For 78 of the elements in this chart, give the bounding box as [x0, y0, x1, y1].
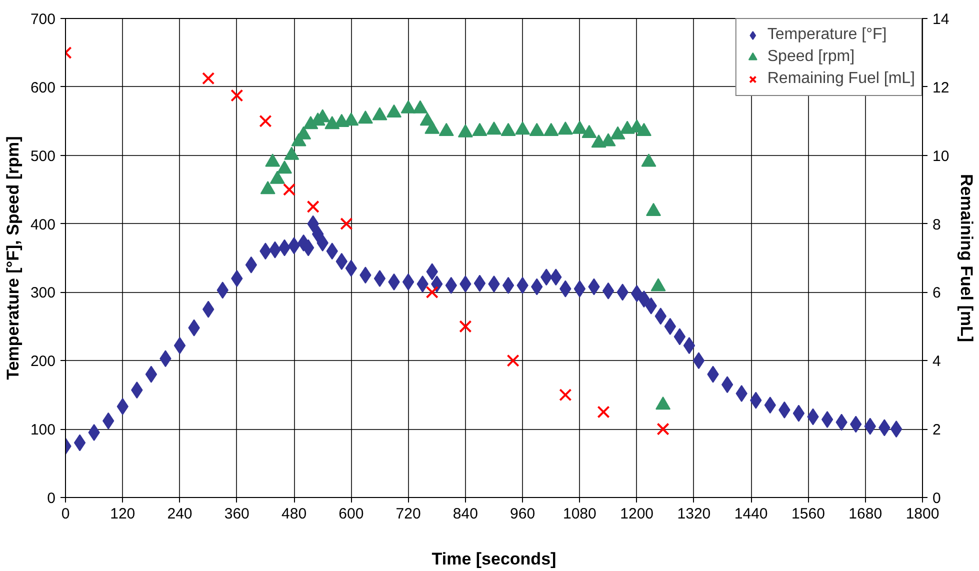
- x-tick-label: 1680: [848, 506, 882, 522]
- y-tick-label: 300: [30, 284, 56, 302]
- point: [506, 354, 520, 367]
- point: [558, 121, 573, 135]
- point: [260, 180, 276, 194]
- point: [515, 121, 530, 135]
- x-tick-label: 0: [61, 506, 70, 522]
- point: [438, 122, 454, 136]
- y2-tick-label: 6: [932, 284, 941, 302]
- x-tick-label: 480: [282, 506, 307, 522]
- point: [572, 120, 588, 134]
- point: [340, 217, 353, 230]
- y-tick-label: 600: [30, 79, 56, 96]
- point: [656, 396, 671, 410]
- point: [265, 154, 280, 167]
- point: [202, 72, 215, 85]
- x-axis-title: Time [seconds]: [432, 550, 556, 568]
- y2-axis-title: Remaining Fuel [mL]: [957, 174, 976, 342]
- y-tick-label: 400: [30, 216, 56, 234]
- point: [636, 122, 652, 136]
- point: [544, 122, 559, 136]
- point: [230, 89, 244, 102]
- point: [650, 278, 666, 292]
- x-tick-label: 360: [224, 506, 250, 522]
- point: [656, 422, 670, 436]
- y2-tick-label: 14: [932, 11, 950, 28]
- x-tick-label: 1080: [563, 506, 596, 522]
- x-tick-label: 240: [167, 506, 192, 522]
- x-tick-label: 120: [110, 506, 136, 522]
- y2-tick-label: 8: [932, 216, 941, 234]
- point: [412, 100, 428, 114]
- point: [277, 160, 292, 174]
- x-tick-label: 840: [452, 506, 478, 522]
- y2-tick-label: 4: [932, 353, 941, 370]
- y-tick-label: 100: [30, 422, 56, 439]
- legend-label: Temperature [°F]: [767, 26, 887, 44]
- point: [358, 110, 373, 124]
- point: [500, 122, 516, 136]
- point: [646, 202, 661, 216]
- x-tick-label: 600: [338, 506, 364, 522]
- y2-tick-label: 2: [932, 422, 941, 439]
- legend-label: Speed [rpm]: [767, 48, 855, 66]
- point: [400, 100, 416, 114]
- point: [458, 124, 473, 138]
- point: [582, 124, 597, 138]
- x-tick-label: 1440: [734, 506, 768, 522]
- point: [459, 320, 472, 333]
- point: [641, 154, 656, 167]
- point: [529, 122, 544, 136]
- y2-tick-label: 10: [932, 148, 950, 165]
- x-tick-label: 1200: [620, 506, 654, 522]
- y-axis-title: Temperature [°F], Speed [rpm]: [3, 136, 22, 380]
- y2-tick-label: 0: [932, 490, 941, 507]
- point: [386, 104, 402, 118]
- point: [424, 120, 440, 134]
- x-tick-label: 1320: [677, 506, 711, 522]
- point: [610, 126, 626, 140]
- y-tick-label: 700: [30, 11, 56, 28]
- point: [306, 200, 320, 213]
- point: [597, 406, 610, 418]
- point: [472, 122, 488, 136]
- point: [259, 114, 272, 128]
- point: [486, 121, 502, 135]
- y-tick-label: 500: [30, 148, 56, 165]
- point: [559, 388, 572, 402]
- point: [426, 286, 438, 299]
- point: [372, 107, 388, 120]
- x-tick-label: 960: [510, 506, 536, 522]
- point: [284, 146, 300, 160]
- y-tick-label: 200: [30, 353, 56, 370]
- y-tick-label: 0: [47, 490, 56, 507]
- y2-tick-label: 12: [932, 79, 950, 96]
- x-tick-label: 1800: [906, 506, 940, 522]
- x-tick-label: 720: [396, 506, 421, 522]
- point: [270, 170, 285, 184]
- legend-label: Remaining Fuel [mL]: [767, 70, 915, 88]
- point: [282, 183, 296, 196]
- x-tick-label: 1560: [792, 506, 825, 522]
